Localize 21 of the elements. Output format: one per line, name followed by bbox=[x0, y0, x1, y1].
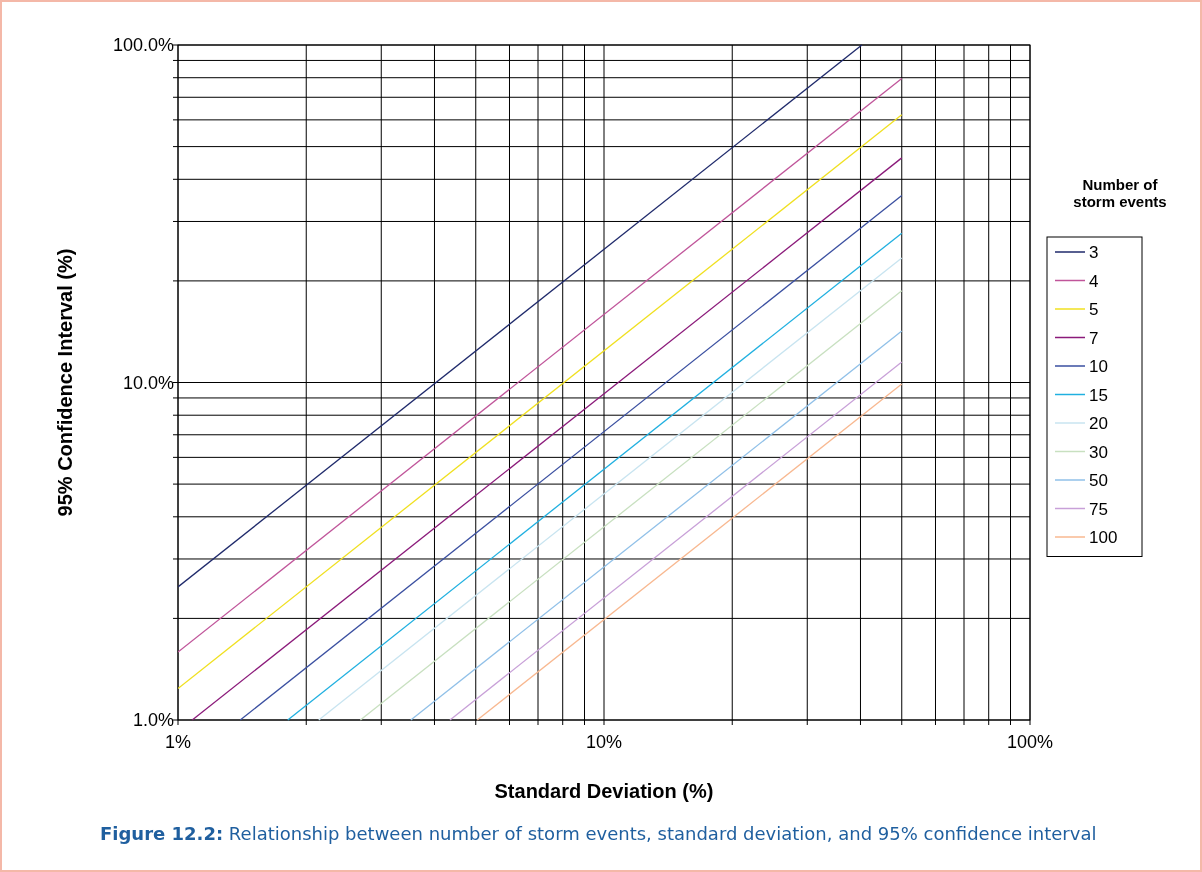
legend-label: 15 bbox=[1089, 385, 1108, 405]
legend-label: 10 bbox=[1089, 357, 1108, 376]
legend-label: 5 bbox=[1089, 300, 1099, 319]
legend-label: 50 bbox=[1089, 471, 1108, 490]
caption: Figure 12.2: Relationship between number of storm events, standard deviation, and 95% confidence interval bbox=[100, 823, 1097, 844]
y-axis-title: 95% Confidence Interval (%) bbox=[54, 248, 76, 517]
legend-label: 20 bbox=[1089, 414, 1108, 433]
x-axis-title: Standard Deviation (%) bbox=[494, 780, 714, 802]
legend-label: 100 bbox=[1089, 528, 1118, 547]
legend-label: 7 bbox=[1089, 328, 1099, 348]
y-tick-label: 100.0% bbox=[112, 35, 174, 55]
legend-label: 75 bbox=[1089, 499, 1108, 519]
legend-title: Number of storm events bbox=[1073, 176, 1167, 210]
y-tick-label: 1.0% bbox=[132, 710, 174, 730]
legend-label: 30 bbox=[1089, 442, 1108, 462]
x-tick-label: 10% bbox=[585, 732, 623, 752]
x-tick-label: 1% bbox=[164, 732, 192, 752]
legend-label: 4 bbox=[1089, 271, 1099, 291]
x-tick-label: 100% bbox=[1006, 732, 1054, 752]
y-tick-label: 10.0% bbox=[122, 372, 174, 393]
legend-label: 3 bbox=[1089, 243, 1099, 262]
